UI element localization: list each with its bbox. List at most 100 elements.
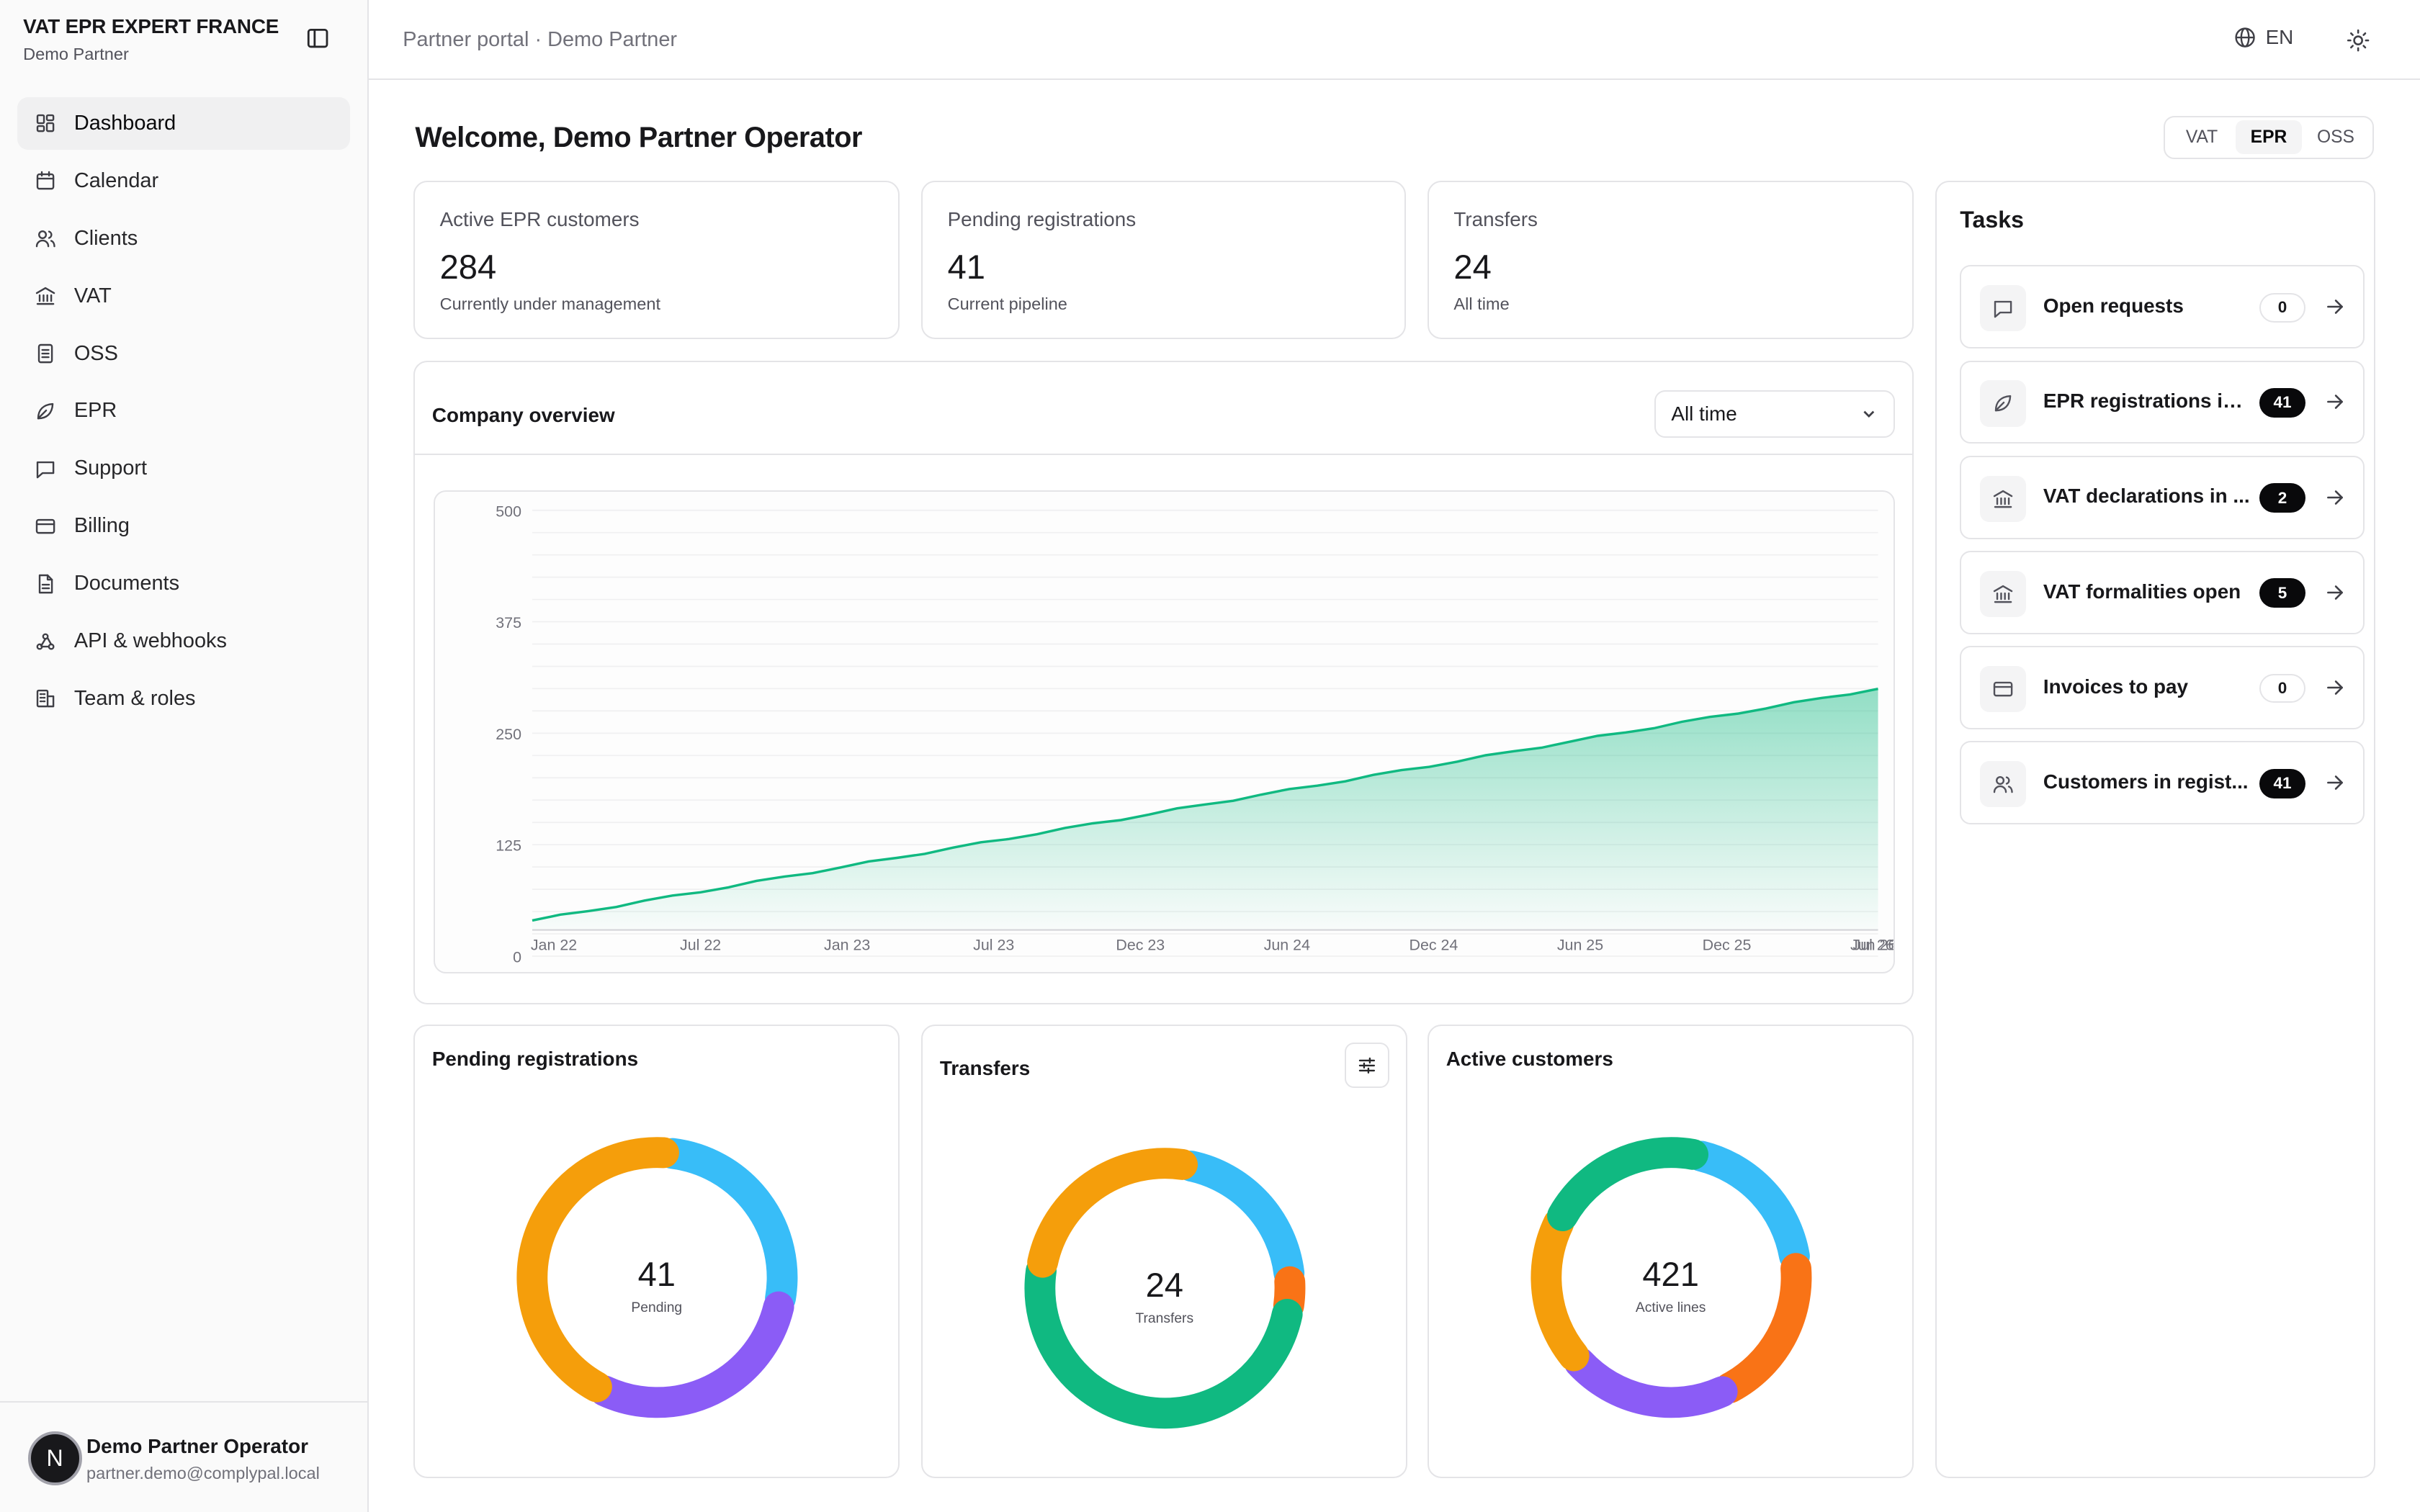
user-profile[interactable]: N Demo Partner Operator partner.demo@com…: [0, 1400, 369, 1512]
donut-center: 24 Transfers: [923, 1265, 1406, 1327]
language-switcher[interactable]: EN: [2233, 26, 2294, 49]
donut-value: 24: [1145, 1265, 1183, 1304]
x-tick-label: Jan 22: [531, 937, 577, 954]
segment-vat[interactable]: VAT: [2185, 127, 2218, 147]
file-icon: [34, 572, 57, 595]
y-tick-label: 250: [496, 726, 521, 743]
card-title: Company overview: [431, 404, 615, 427]
filter-button[interactable]: [1344, 1043, 1389, 1088]
stat-card-active-epr: Active EPR customers 284 Currently under…: [413, 180, 900, 340]
task-item[interactable]: VAT declarations in ... 2: [1960, 455, 2365, 539]
donut-slice[interactable]: [1564, 1346, 1738, 1418]
sidebar-item-epr[interactable]: EPR: [17, 385, 351, 438]
task-count-badge: 41: [2259, 768, 2306, 798]
pending-registrations-card: Pending registrations 41 Pending: [413, 1024, 900, 1478]
language-label: EN: [2265, 26, 2294, 49]
bank-icon: [1979, 570, 2027, 618]
users-icon: [1979, 761, 2027, 808]
sidebar-item-vat[interactable]: VAT: [17, 270, 351, 323]
sidebar-item-api-webhooks[interactable]: API & webhooks: [17, 615, 351, 667]
stat-card-transfers: Transfers 24 All time: [1428, 180, 1914, 340]
arrow-right-icon: [2326, 300, 2343, 314]
tasks-panel: Tasks Open requests 0 EPR registrations in…: [1935, 180, 2375, 1478]
sidebar-item-label: EPR: [73, 399, 117, 423]
sidebar-item-label: VAT: [73, 284, 112, 307]
task-item[interactable]: Invoices to pay 0: [1960, 646, 2365, 729]
stat-subtext: Currently under management: [439, 294, 661, 314]
dashboard-icon: [34, 112, 57, 135]
task-count-badge: 2: [2259, 483, 2306, 513]
task-item[interactable]: VAT formalities open 5: [1960, 551, 2365, 634]
tasks-title: Tasks: [1960, 206, 2024, 233]
x-tick-label: Dec 25: [1703, 937, 1752, 954]
donut-slice[interactable]: [1547, 1137, 1709, 1231]
task-item[interactable]: Customers in regist... 41: [1960, 741, 2365, 825]
x-tick-label: Jun 24: [1264, 937, 1310, 954]
message-icon: [34, 457, 57, 480]
y-tick-label: 375: [496, 614, 521, 631]
sidebar-item-label: Calendar: [73, 168, 159, 192]
x-tick-label: Jan 23: [824, 937, 870, 954]
brand-subtitle: Demo Partner: [23, 44, 129, 63]
sidebar-item-oss[interactable]: OSS: [17, 328, 351, 380]
bank-icon: [1979, 475, 2027, 522]
avatar[interactable]: N: [27, 1431, 82, 1486]
card-title: Transfers: [939, 1056, 1031, 1079]
task-count-badge: 5: [2259, 578, 2306, 608]
donut-slice[interactable]: [1024, 1255, 1303, 1429]
range-select-value: All time: [1671, 402, 1737, 426]
sidebar-item-billing[interactable]: Billing: [17, 500, 351, 552]
x-tick-label: Jun 25: [1557, 937, 1603, 954]
stat-card-pending: Pending registrations 41 Current pipelin…: [921, 180, 1407, 340]
sidebar-toggle-icon[interactable]: [305, 26, 330, 50]
leaf-icon: [34, 400, 57, 423]
card-title: Active customers: [1446, 1047, 1613, 1070]
area-fill: [532, 688, 1878, 930]
stat-label: Active EPR customers: [439, 208, 640, 231]
card-header: Company overview All time: [415, 362, 1913, 455]
donut-slice[interactable]: [516, 1137, 680, 1403]
donut-label: Active lines: [1635, 1300, 1706, 1315]
y-tick-label: 0: [513, 949, 521, 966]
donut-slice[interactable]: [1175, 1150, 1305, 1289]
series-line: [532, 688, 1878, 922]
range-select[interactable]: All time: [1654, 390, 1896, 438]
sidebar-item-dashboard[interactable]: Dashboard: [17, 97, 351, 150]
bank-icon: [34, 284, 57, 307]
arrow-right-icon: [2326, 585, 2343, 600]
sidebar-item-documents[interactable]: Documents: [17, 557, 351, 610]
donut-slice[interactable]: [1027, 1148, 1198, 1278]
sidebar-item-clients[interactable]: Clients: [17, 212, 351, 265]
x-tick-label: Jun 26: [1850, 937, 1895, 954]
sidebar-item-calendar[interactable]: Calendar: [17, 155, 351, 207]
donut-value: 421: [1642, 1254, 1699, 1293]
stat-value: 24: [1453, 247, 1492, 286]
sidebar-item-label: Team & roles: [73, 686, 196, 710]
segment-oss[interactable]: OSS: [2316, 127, 2354, 147]
scope-segmented-control: VAT EPR OSS: [2164, 115, 2374, 159]
sidebar-item-label: Clients: [73, 226, 138, 250]
task-item[interactable]: Open requests 0: [1960, 265, 2365, 349]
top-bar: Partner portal · Demo Partner EN: [369, 0, 2420, 81]
donut-slice[interactable]: [1686, 1140, 1810, 1272]
sidebar-item-team-roles[interactable]: Team & roles: [17, 672, 351, 725]
x-tick-label: Dec 24: [1409, 937, 1458, 954]
brand: VAT EPR EXPERT FRANCE Demo Partner: [23, 15, 279, 64]
leaf-icon: [1979, 380, 2027, 427]
task-label: Open requests: [2043, 294, 2184, 317]
donut-slice[interactable]: [589, 1291, 794, 1418]
sidebar-item-support[interactable]: Support: [17, 442, 351, 495]
task-count-badge: 0: [2259, 292, 2306, 323]
credit-card-icon: [34, 515, 57, 538]
x-tick-label: Jul 26: [1853, 937, 1894, 954]
task-item[interactable]: EPR registrations in... 41: [1960, 360, 2365, 444]
x-tick-label: Jul 23: [973, 937, 1014, 954]
chevron-down-icon: [1863, 410, 1875, 418]
task-count-badge: 41: [2259, 388, 2306, 418]
donut-slice[interactable]: [1531, 1207, 1590, 1372]
donut-slice[interactable]: [1714, 1253, 1812, 1403]
donut-slice[interactable]: [657, 1138, 798, 1314]
active-customers-card: Active customers 421 Active lines: [1428, 1024, 1914, 1478]
sun-icon[interactable]: [2346, 28, 2370, 53]
segment-epr[interactable]: EPR: [2235, 120, 2303, 155]
